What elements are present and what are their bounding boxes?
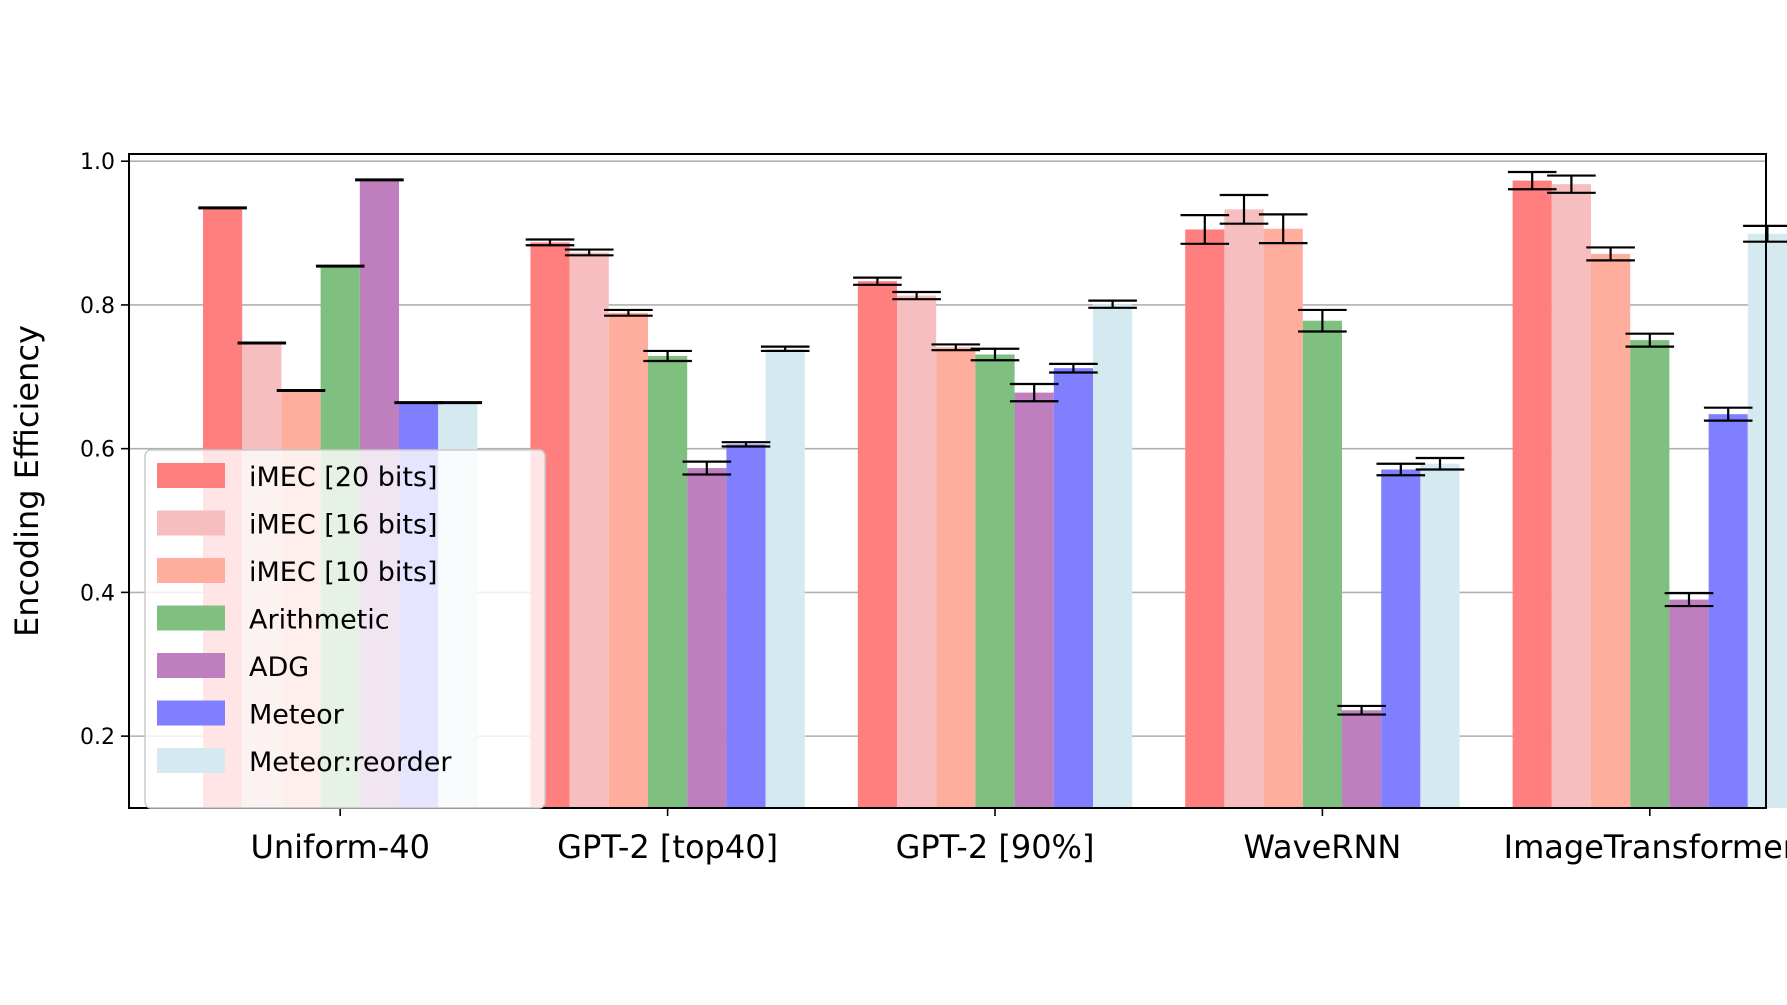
bar bbox=[1591, 253, 1631, 808]
y-tick-label: 1.0 bbox=[80, 150, 115, 175]
y-tick-label: 0.8 bbox=[80, 294, 115, 319]
y-tick-label: 0.4 bbox=[80, 581, 115, 606]
x-tick-label: WaveRNN bbox=[1243, 828, 1401, 866]
bar bbox=[1093, 304, 1133, 808]
bar bbox=[1302, 320, 1342, 808]
y-tick-label: 0.6 bbox=[80, 438, 115, 463]
legend: iMEC [20 bits] iMEC [16 bits] iMEC [10 bit… bbox=[144, 449, 546, 809]
legend-label: Meteor bbox=[249, 700, 345, 731]
bar bbox=[857, 281, 897, 808]
legend-label: iMEC [10 bits] bbox=[249, 557, 438, 588]
bar bbox=[936, 347, 976, 808]
legend-box bbox=[144, 449, 546, 809]
legend-label: Arithmetic bbox=[249, 605, 390, 636]
bar bbox=[1551, 184, 1591, 808]
bar bbox=[1747, 233, 1787, 808]
bar bbox=[765, 348, 805, 808]
bar bbox=[1630, 340, 1670, 808]
y-axis-label: Encoding Efficiency bbox=[8, 325, 46, 637]
bar bbox=[1263, 228, 1303, 808]
legend-label: iMEC [16 bits] bbox=[249, 510, 438, 541]
error-bars bbox=[198, 170, 1787, 716]
legend-swatch bbox=[157, 748, 225, 773]
legend-label: Meteor:reorder bbox=[249, 747, 452, 778]
bar bbox=[569, 252, 609, 808]
legend-swatch bbox=[157, 700, 225, 726]
bar bbox=[1420, 463, 1460, 808]
bar bbox=[1708, 414, 1748, 808]
legend-label: ADG bbox=[249, 652, 309, 683]
bar bbox=[1512, 180, 1552, 809]
bar bbox=[1224, 209, 1264, 809]
x-tick-label: GPT-2 [top40] bbox=[557, 828, 778, 866]
bar bbox=[897, 295, 937, 809]
legend-swatch bbox=[157, 558, 225, 583]
bar bbox=[1669, 599, 1709, 808]
legend-swatch bbox=[157, 653, 225, 678]
legend-swatch bbox=[157, 463, 225, 488]
bar bbox=[1053, 368, 1093, 808]
bar bbox=[687, 468, 727, 808]
x-tick-label: GPT-2 [90%] bbox=[896, 828, 1095, 866]
axis-ticks: 0.2 0.4 0.6 0.8 1.0 Uniform-40 GPT-2 [top40] GP… bbox=[80, 150, 1787, 866]
bar bbox=[1342, 710, 1382, 808]
x-tick-label: ImageTransformer bbox=[1504, 828, 1787, 866]
plot-frame bbox=[128, 153, 1767, 809]
legend-label: iMEC [20 bits] bbox=[249, 462, 438, 493]
bar bbox=[648, 355, 688, 808]
bar bbox=[608, 312, 648, 808]
x-tick-label: Uniform-40 bbox=[250, 828, 429, 866]
legend-swatch bbox=[157, 605, 225, 631]
bar bbox=[1014, 392, 1054, 808]
bar bbox=[1381, 469, 1421, 808]
bar bbox=[975, 354, 1015, 808]
y-tick-label: 0.2 bbox=[80, 725, 115, 750]
legend-swatch bbox=[157, 510, 225, 536]
bar bbox=[726, 444, 766, 808]
bar bbox=[1185, 229, 1225, 808]
